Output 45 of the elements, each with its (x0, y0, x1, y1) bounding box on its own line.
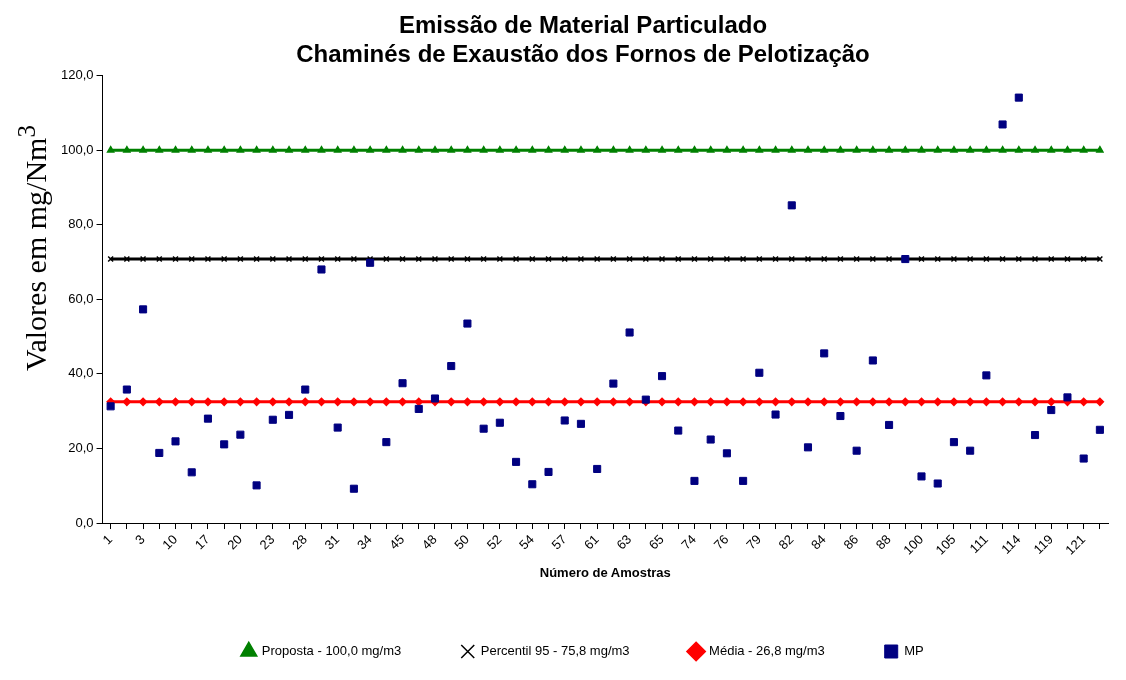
x-tick-label: 50 (451, 531, 473, 553)
x-tick-label: 28 (289, 531, 310, 553)
x-tick-label: 121 (1062, 531, 1089, 558)
chart-title: Emissão de Material Particulado (398, 11, 768, 39)
x-tick-label: 52 (483, 531, 505, 553)
x-tick-label: 79 (743, 531, 764, 553)
legend-label: Proposta - 100,0 mg/m3 (261, 643, 402, 659)
x-tick-label: 74 (678, 531, 700, 553)
x-tick-label: 23 (256, 531, 278, 553)
x-tick-label: 10 (159, 531, 181, 553)
x-tick-label: 100 (900, 531, 927, 558)
x-tick-label: 3 (132, 531, 148, 548)
x-axis-title: Número de Amostras (539, 564, 671, 580)
legend-label: MP (904, 643, 924, 659)
y-tick-label: 120,0 (60, 67, 94, 83)
x-tick-label: 114 (998, 531, 1024, 557)
x-tick-label: 88 (872, 531, 894, 553)
x-tick-label: 20 (224, 531, 246, 553)
x-tick-label: 48 (418, 531, 440, 553)
legend-label: Média - 26,8 mg/m3 (709, 643, 825, 659)
x-tick-label: 84 (808, 531, 829, 553)
x-tick-label: 111 (966, 531, 992, 557)
chart-subtitle: Chaminés de Exaustão dos Fornos de Pelotização (296, 39, 870, 67)
x-tick-label: 65 (645, 531, 667, 553)
x-tick-label: 63 (613, 531, 635, 553)
x-tick-label: 54 (516, 531, 537, 553)
x-tick-label: 119 (1030, 531, 1056, 557)
y-tick-label: 0,0 (75, 514, 94, 530)
y-tick-label: 40,0 (68, 365, 94, 381)
y-tick-label: 100,0 (60, 141, 94, 157)
x-tick-label: 34 (353, 531, 375, 553)
y-tick-label: 80,0 (68, 216, 94, 232)
x-tick-label: 76 (710, 531, 732, 553)
y-tick-label: 20,0 (68, 440, 94, 456)
x-tick-label: 105 (932, 531, 959, 558)
y-tick-label: 60,0 (68, 290, 94, 306)
legend-label: Percentil 95 - 75,8 mg/m3 (480, 643, 630, 659)
x-tick-label: 1 (99, 531, 116, 548)
x-tick-label: 61 (580, 531, 602, 553)
x-tick-label: 57 (548, 531, 570, 553)
x-tick-label: 17 (191, 531, 213, 553)
x-tick-label: 82 (775, 531, 797, 553)
x-tick-label: 45 (386, 531, 408, 553)
x-tick-label: 86 (840, 531, 862, 553)
x-tick-label: 31 (321, 531, 343, 553)
